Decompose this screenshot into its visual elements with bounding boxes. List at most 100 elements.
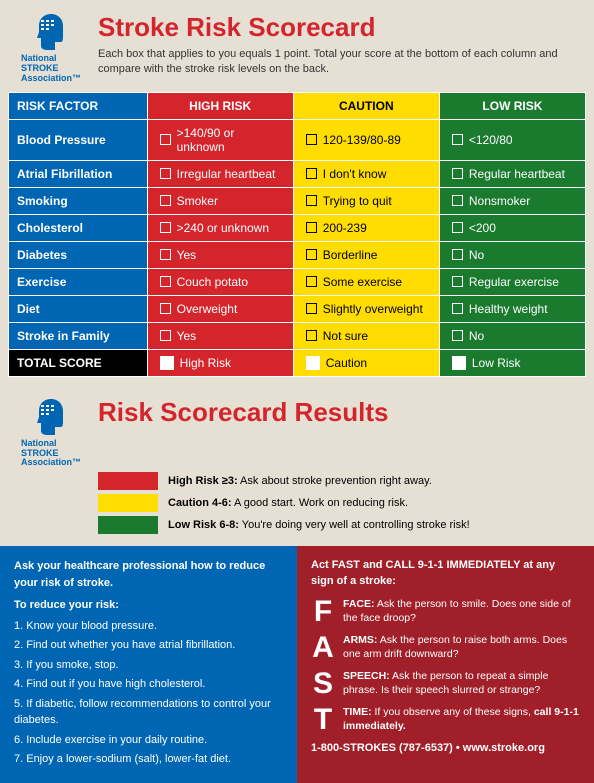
caution-cell[interactable]: I don't know	[293, 160, 439, 187]
cell-label: Regular heartbeat	[469, 167, 565, 181]
high-cell[interactable]: Couch potato	[147, 268, 293, 295]
high-cell[interactable]: Yes	[147, 322, 293, 349]
caution-cell[interactable]: Slightly overweight	[293, 295, 439, 322]
fast-letter: F	[311, 597, 335, 627]
caution-cell[interactable]: Not sure	[293, 322, 439, 349]
low-cell[interactable]: Regular heartbeat	[439, 160, 585, 187]
factor-cell: Blood Pressure	[9, 119, 148, 160]
factor-cell: Cholesterol	[9, 214, 148, 241]
low-cell[interactable]: Nonsmoker	[439, 187, 585, 214]
reduce-item: 6. Include exercise in your daily routin…	[14, 732, 283, 749]
score-box-icon[interactable]	[306, 356, 320, 370]
logo-head-icon	[35, 12, 67, 52]
checkbox-icon[interactable]	[306, 195, 317, 206]
caution-cell[interactable]: 200-239	[293, 214, 439, 241]
legend-color-box	[98, 516, 158, 534]
checkbox-icon[interactable]	[306, 134, 317, 145]
score-box-icon[interactable]	[160, 356, 174, 370]
checkbox-icon[interactable]	[306, 303, 317, 314]
checkbox-icon[interactable]	[306, 249, 317, 260]
fast-row: SSPEECH: Ask the person to repeat a simp…	[311, 669, 580, 699]
total-caution-cell: Caution	[293, 349, 439, 376]
checkbox-icon[interactable]	[452, 195, 463, 206]
checkbox-icon[interactable]	[452, 276, 463, 287]
logo-text: National STROKE Association™	[21, 54, 81, 84]
caution-cell[interactable]: Some exercise	[293, 268, 439, 295]
high-cell[interactable]: >140/90 or unknown	[147, 119, 293, 160]
cell-label: Nonsmoker	[469, 194, 530, 208]
cell-label: Caution	[326, 356, 367, 370]
high-cell[interactable]: Overweight	[147, 295, 293, 322]
table-header-row: RISK FACTOR HIGH RISK CAUTION LOW RISK	[9, 92, 586, 119]
low-cell[interactable]: Regular exercise	[439, 268, 585, 295]
cell-label: Slightly overweight	[323, 302, 423, 316]
checkbox-icon[interactable]	[452, 168, 463, 179]
cell-label: Borderline	[323, 248, 378, 262]
cell-label: Low Risk	[472, 356, 521, 370]
checkbox-icon[interactable]	[160, 195, 171, 206]
checkbox-icon[interactable]	[452, 222, 463, 233]
legend-color-box	[98, 472, 158, 490]
results-legend: High Risk ≥3: Ask about stroke preventio…	[0, 472, 594, 546]
cell-label: Yes	[177, 248, 197, 262]
legend-text: Caution 4-6: A good start. Work on reduc…	[168, 497, 408, 509]
results-header: National STROKE Association™ Risk Scorec…	[0, 385, 594, 473]
legend-row: High Risk ≥3: Ask about stroke preventio…	[98, 472, 578, 490]
cell-label: Yes	[177, 329, 197, 343]
checkbox-icon[interactable]	[160, 303, 171, 314]
total-factor-cell: TOTAL SCORE	[9, 349, 148, 376]
cell-label: <200	[469, 221, 496, 235]
checkbox-icon[interactable]	[306, 330, 317, 341]
cell-label: Irregular heartbeat	[177, 167, 276, 181]
cell-label: Overweight	[177, 302, 238, 316]
caution-cell[interactable]: Trying to quit	[293, 187, 439, 214]
total-high-cell: High Risk	[147, 349, 293, 376]
high-cell[interactable]: Irregular heartbeat	[147, 160, 293, 187]
caution-cell[interactable]: Borderline	[293, 241, 439, 268]
results-title: Risk Scorecard Results	[98, 397, 578, 428]
caution-cell[interactable]: 120-139/80-89	[293, 119, 439, 160]
cell-label: High Risk	[180, 356, 231, 370]
checkbox-icon[interactable]	[306, 222, 317, 233]
fast-text: FACE: Ask the person to smile. Does one …	[343, 597, 580, 625]
checkbox-icon[interactable]	[160, 134, 171, 145]
reduce-item: 7. Enjoy a lower-sodium (salt), lower-fa…	[14, 751, 283, 768]
reduce-sub: To reduce your risk:	[14, 597, 283, 614]
fast-text: TIME: If you observe any of these signs,…	[343, 705, 580, 733]
checkbox-icon[interactable]	[160, 330, 171, 341]
table-row: Blood Pressure>140/90 or unknown120-139/…	[9, 119, 586, 160]
checkbox-icon[interactable]	[306, 168, 317, 179]
divider	[0, 377, 594, 385]
checkbox-icon[interactable]	[452, 303, 463, 314]
checkbox-icon[interactable]	[160, 168, 171, 179]
legend-row: Caution 4-6: A good start. Work on reduc…	[98, 494, 578, 512]
checkbox-icon[interactable]	[306, 276, 317, 287]
checkbox-icon[interactable]	[452, 249, 463, 260]
header: National STROKE Association™ Stroke Risk…	[0, 0, 594, 92]
high-cell[interactable]: Smoker	[147, 187, 293, 214]
low-cell[interactable]: No	[439, 322, 585, 349]
checkbox-icon[interactable]	[160, 276, 171, 287]
table-row: ExerciseCouch potatoSome exerciseRegular…	[9, 268, 586, 295]
fast-panel: Act FAST and CALL 9-1-1 IMMEDIATELY at a…	[297, 546, 594, 783]
checkbox-icon[interactable]	[160, 222, 171, 233]
legend-row: Low Risk 6-8: You're doing very well at …	[98, 516, 578, 534]
legend-text: High Risk ≥3: Ask about stroke preventio…	[168, 475, 432, 487]
low-cell[interactable]: <120/80	[439, 119, 585, 160]
high-cell[interactable]: Yes	[147, 241, 293, 268]
logo2-line1: National	[21, 438, 57, 448]
low-cell[interactable]: <200	[439, 214, 585, 241]
fast-text: ARMS: Ask the person to raise both arms.…	[343, 633, 580, 661]
cell-label: No	[469, 248, 484, 262]
cell-label: Couch potato	[177, 275, 248, 289]
low-cell[interactable]: No	[439, 241, 585, 268]
reduce-lead: Ask your healthcare professional how to …	[14, 558, 283, 591]
score-box-icon[interactable]	[452, 356, 466, 370]
logo2-line2: STROKE	[21, 448, 59, 458]
low-cell[interactable]: Healthy weight	[439, 295, 585, 322]
checkbox-icon[interactable]	[452, 330, 463, 341]
fast-lead: Act FAST and CALL 9-1-1 IMMEDIATELY at a…	[311, 558, 580, 589]
high-cell[interactable]: >240 or unknown	[147, 214, 293, 241]
checkbox-icon[interactable]	[160, 249, 171, 260]
checkbox-icon[interactable]	[452, 134, 463, 145]
